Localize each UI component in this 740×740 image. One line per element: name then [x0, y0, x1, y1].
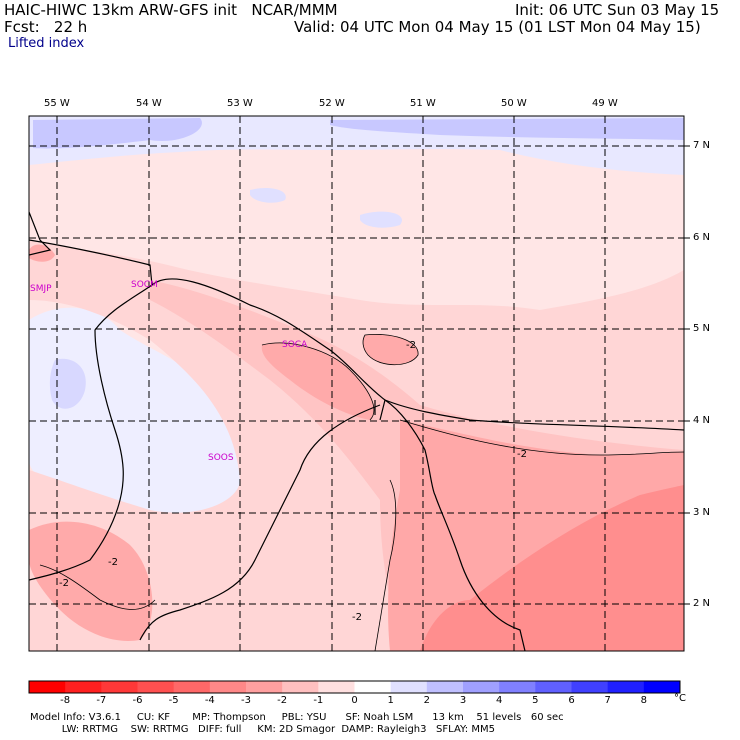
field-blue-medium [330, 118, 684, 140]
field-blue-patch [250, 188, 286, 203]
field-blue-medium [33, 118, 202, 149]
contour-lines [39, 334, 684, 651]
lat-label: 5 N [693, 323, 711, 334]
colorbar-swatch [65, 681, 102, 693]
contour-label: -2 [59, 578, 69, 589]
colorbar-tick-label: -5 [168, 695, 179, 706]
lat-lon-grid [29, 116, 684, 651]
colorbar-swatch [137, 681, 175, 693]
colorbar-swatch [390, 681, 428, 693]
contour-label: -2 [406, 340, 416, 351]
colorbar-tick-label: -8 [60, 695, 71, 706]
colorbar-swatch [607, 681, 645, 693]
colorbar-tick-label: 7 [604, 695, 611, 706]
colorbar-tick-label: -7 [96, 695, 107, 706]
lon-label: 55 W [44, 98, 70, 109]
colorbar-tick-label: 8 [640, 695, 648, 706]
lon-label: 52 W [319, 98, 345, 109]
field-name: Lifted index [8, 36, 85, 51]
colorbar-tick-label: -4 [204, 695, 215, 706]
field-pink-strong [363, 334, 419, 365]
contour-label: -2 [108, 557, 118, 568]
colorbar-swatch [499, 681, 536, 693]
init-time: Init: 06 UTC Sun 03 May 15 [515, 1, 720, 19]
colorbar-tick-label: 2 [423, 695, 431, 706]
field-blue-patch [360, 211, 402, 228]
lifted-index-field [29, 116, 684, 651]
colorbar-swatch [643, 681, 681, 693]
colorbar-tick-label: -1 [313, 695, 324, 706]
map-frame [28, 115, 685, 652]
field-pink-sw [29, 521, 153, 641]
colorbar-swatch [246, 681, 283, 693]
colorbar-tick-label: 4 [495, 695, 503, 706]
lat-ticks [684, 145, 690, 605]
colorbar-swatch [101, 681, 138, 693]
lat-label: 3 N [693, 507, 711, 518]
colorbar-swatch [354, 681, 392, 693]
coastlines-borders [29, 211, 684, 651]
colorbar-tick-label: -6 [132, 695, 143, 706]
colorbar-swatch [463, 681, 500, 693]
colorbar-swatch [318, 681, 355, 693]
colorbar-swatch [209, 681, 247, 693]
colorbar-tick-label: -2 [277, 695, 288, 706]
field-blue-west [29, 307, 246, 525]
colorbar [28, 680, 681, 694]
colorbar-tick-label: -3 [241, 695, 251, 706]
colorbar-swatch [535, 681, 572, 693]
forecast-hour: Fcst: 22 h [4, 18, 88, 36]
lon-label: 50 W [501, 98, 527, 109]
lon-label: 54 W [136, 98, 162, 109]
station-label: SOCM [131, 280, 158, 290]
colorbar-swatch [29, 681, 66, 693]
colorbar-tick-label: 6 [568, 695, 575, 706]
lat-label: 4 N [693, 415, 711, 426]
lat-label: 6 N [693, 232, 711, 243]
colorbar-swatch [173, 681, 211, 693]
colorbar-tick-label: 5 [532, 695, 539, 706]
model-info-line1: Model Info: V3.6.1 CU: KF MP: Thompson P… [30, 712, 564, 723]
model-title: HAIC-HIWC 13km ARW-GFS init NCAR/MMM [4, 1, 338, 19]
valid-time: Valid: 04 UTC Mon 04 May 15 (01 LST Mon … [294, 18, 701, 36]
model-info-line2: LW: RRTMG SW: RRTMG DIFF: full KM: 2D Sm… [30, 724, 495, 735]
field-red-strong [420, 485, 684, 651]
lat-label: 2 N [693, 598, 711, 609]
lon-label: 53 W [227, 98, 253, 109]
colorbar-swatch [426, 681, 464, 693]
colorbar-unit: °C [674, 693, 686, 704]
station-label: SMJP [30, 284, 52, 294]
station-label: SOCA [282, 340, 308, 350]
station-label: SOOS [208, 453, 234, 463]
lon-label: 49 W [592, 98, 618, 109]
colorbar-tick-label: 0 [351, 695, 358, 706]
contour-label: -2 [517, 449, 527, 460]
colorbar-frame [28, 680, 681, 694]
contour-label: -2 [352, 612, 362, 623]
field-blue-patch [49, 358, 86, 409]
colorbar-swatch [282, 681, 319, 693]
lat-label: 7 N [693, 140, 711, 151]
colorbar-tick-label: 1 [387, 695, 394, 706]
field-pink-strong [261, 342, 374, 420]
lon-label: 51 W [410, 98, 436, 109]
colorbar-tick-label: 3 [459, 695, 467, 706]
colorbar-swatch [571, 681, 609, 693]
